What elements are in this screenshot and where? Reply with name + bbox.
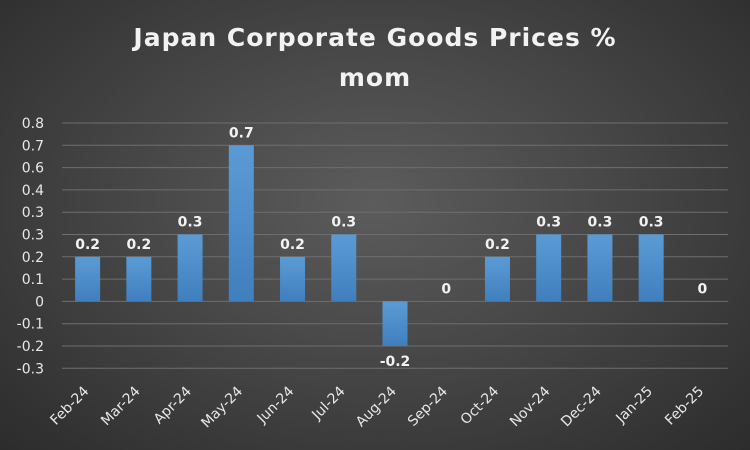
y-tick-label: -0.3: [17, 361, 44, 377]
chart-title-line-2: mom: [338, 63, 412, 92]
y-tick-label: 0.4: [22, 183, 44, 199]
bar-nov-24: [536, 234, 562, 302]
y-tick-label: 0.7: [22, 138, 44, 154]
bar-oct-24: [484, 256, 510, 302]
bar-may-24: [228, 145, 254, 302]
data-label-oct-24: 0.2: [485, 237, 510, 253]
x-tick-label-mar-24: Mar-24: [98, 383, 144, 429]
data-label-nov-24: 0.3: [536, 215, 561, 231]
data-label-mar-24: 0.2: [126, 237, 151, 253]
data-label-jan-25: 0.3: [639, 215, 664, 231]
y-tick-label: 0.1: [22, 272, 44, 288]
bar-dec-24: [587, 234, 613, 302]
y-tick-label: -0.2: [17, 339, 44, 355]
y-tick-label: 0.2: [22, 250, 44, 266]
bar-apr-24: [177, 234, 203, 302]
y-tick-label: -0.1: [17, 317, 44, 333]
data-label-feb-24: 0.2: [75, 237, 100, 253]
y-tick-label: 0: [35, 294, 44, 310]
x-tick-label-jun-24: Jun-24: [254, 383, 298, 427]
x-axis-ticks: Feb-24 Mar-24 Apr-24 May-24 Jun-24 Jul-24 Aug-…: [47, 383, 707, 431]
x-tick-label-jul-24: Jul-24: [308, 383, 348, 423]
x-tick-label-apr-24: Apr-24: [151, 383, 195, 427]
bar-jul-24: [331, 234, 357, 302]
chart-title: Japan Corporate Goods Prices % mom: [0, 18, 750, 98]
bars: [75, 145, 664, 346]
data-label-dec-24: 0.3: [588, 215, 613, 231]
data-label-aug-24: -0.2: [380, 354, 411, 370]
x-tick-label-dec-24: Dec-24: [558, 383, 605, 430]
x-tick-label-jan-25: Jan-25: [613, 384, 656, 427]
y-tick-label: 0.8: [22, 116, 44, 132]
bar-mar-24: [126, 256, 152, 302]
data-label-sep-24: 0: [441, 281, 451, 297]
y-tick-label: 0.3: [22, 228, 44, 244]
x-tick-label-feb-25: Feb-25: [662, 384, 707, 429]
data-label-jul-24: 0.3: [331, 215, 356, 231]
data-label-apr-24: 0.3: [178, 215, 203, 231]
bar-jan-25: [638, 234, 664, 302]
chart-title-line-1: Japan Corporate Goods Prices %: [133, 23, 617, 52]
data-label-jun-24: 0.2: [280, 237, 305, 253]
y-tick-label: 0.6: [22, 161, 44, 177]
x-tick-label-nov-24: Nov-24: [507, 383, 554, 430]
x-tick-label-may-24: May-24: [198, 383, 246, 431]
x-tick-label-sep-24: Sep-24: [405, 383, 451, 429]
data-labels: 0.2 0.2 0.3 0.7 0.2 0.3 -0.2 0 0.2 0.3 0.3 0.3 0: [75, 125, 707, 370]
data-label-may-24: 0.7: [229, 125, 254, 141]
bar-aug-24: [382, 301, 408, 346]
bar-feb-24: [75, 256, 101, 302]
data-label-feb-25: 0: [698, 281, 708, 297]
y-axis-ticks: 0.8 0.7 0.6 0.4 0.3 0.3 0.2 0.1 0 -0.1 -0.2 -0.3: [17, 116, 44, 377]
bar-jun-24: [280, 256, 306, 302]
x-tick-label-aug-24: Aug-24: [353, 383, 400, 430]
y-tick-label: 0.3: [22, 205, 44, 221]
x-tick-label-feb-24: Feb-24: [47, 383, 92, 428]
x-tick-label-oct-24: Oct-24: [458, 383, 503, 428]
